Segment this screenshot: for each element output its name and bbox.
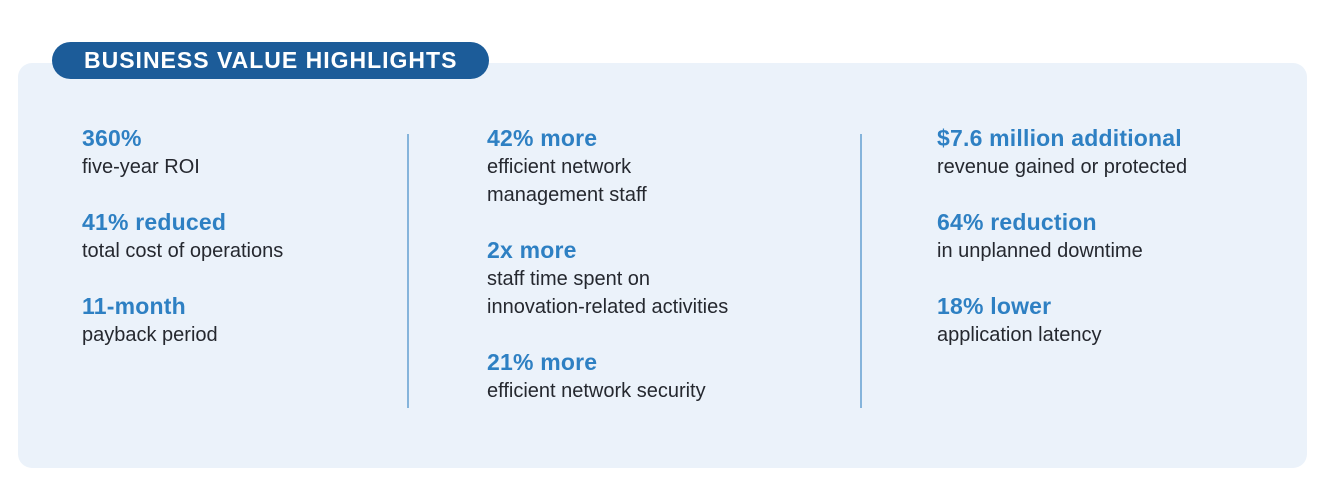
stat-description: in unplanned downtime: [937, 240, 1143, 262]
stats-column-3: $7.6 million additional revenue gained o…: [937, 124, 1292, 376]
stat-value: 18% lower: [937, 293, 1052, 319]
stat-value: 2x more: [487, 237, 577, 263]
column-divider: [860, 134, 862, 408]
stat-value: 11-month: [82, 293, 186, 319]
stats-column-1: 360% five-year ROI 41% reduced total cos…: [82, 124, 382, 376]
stat-item: 360% five-year ROI: [82, 124, 382, 181]
stat-item: 64% reduction in unplanned downtime: [937, 208, 1292, 265]
stat-description: payback period: [82, 324, 218, 346]
stat-item: 21% more efficient network security: [487, 348, 847, 405]
stat-description: efficient network security: [487, 380, 706, 402]
stat-value: 64% reduction: [937, 209, 1097, 235]
highlights-panel: [18, 63, 1307, 468]
stat-value: 41% reduced: [82, 209, 227, 235]
column-divider: [407, 134, 409, 408]
stats-column-2: 42% more efficient network management st…: [487, 124, 847, 432]
stat-item: 11-month payback period: [82, 292, 382, 349]
stat-description: revenue gained or protected: [937, 156, 1188, 178]
stat-description: application latency: [937, 324, 1102, 346]
stat-item: 2x more staff time spent on innovation-r…: [487, 236, 847, 321]
stat-description: staff time spent on innovation-related a…: [487, 268, 729, 318]
stat-value: 21% more: [487, 349, 598, 375]
stat-description: total cost of operations: [82, 240, 284, 262]
stat-item: 42% more efficient network management st…: [487, 124, 847, 209]
stat-description: five-year ROI: [82, 156, 200, 178]
stat-item: 18% lower application latency: [937, 292, 1292, 349]
section-header-badge: BUSINESS VALUE HIGHLIGHTS: [52, 42, 490, 79]
stat-item: $7.6 million additional revenue gained o…: [937, 124, 1292, 181]
stat-item: 41% reduced total cost of operations: [82, 208, 382, 265]
stat-value: $7.6 million additional: [937, 125, 1182, 151]
stat-description: efficient network management staff: [487, 156, 647, 206]
stat-value: 360%: [82, 125, 142, 151]
stat-value: 42% more: [487, 125, 598, 151]
section-title: BUSINESS VALUE HIGHLIGHTS: [84, 47, 458, 73]
